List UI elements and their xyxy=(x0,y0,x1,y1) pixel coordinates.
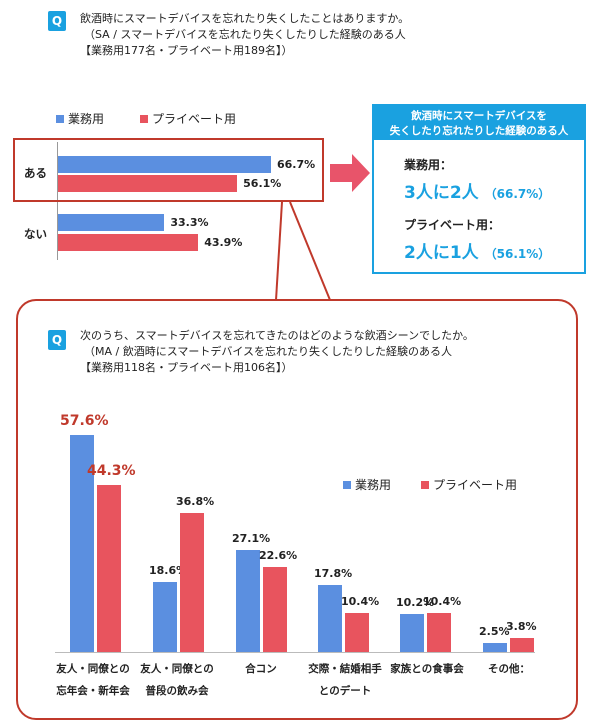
category-line: その他： xyxy=(488,663,530,675)
chart2-category-label: 家族との食事会 xyxy=(386,658,468,680)
chart1-bar xyxy=(58,214,165,231)
chart2-data-label: 44.3% xyxy=(87,463,136,480)
question-2-line-1: 次のうち、スマートデバイスを忘れてきたのはどのような飲酒シーンでしたか。 xyxy=(80,329,474,342)
category-line: 合コン xyxy=(245,663,277,675)
chart1-data-label: 33.3% xyxy=(170,216,209,229)
legend-label-private: プライベート用 xyxy=(152,112,237,126)
chart2-data-label: 57.6% xyxy=(60,413,109,429)
chart1-bar xyxy=(58,175,238,192)
chart2-bar xyxy=(345,612,369,652)
chart1-data-label: 56.1% xyxy=(243,177,282,190)
chart1-data-label: 66.7% xyxy=(277,158,316,171)
chart2-bar xyxy=(483,642,507,652)
chart1-bar xyxy=(58,156,271,173)
category-line: 忘年会・新年会 xyxy=(56,685,130,697)
chart2-data-label: 18.6% xyxy=(149,563,188,577)
chart2-data-label: 10.4% xyxy=(341,594,380,608)
callout-business-label: 業務用： xyxy=(404,158,453,172)
legend-label-private: プライベート用 xyxy=(433,478,518,492)
chart2-bar xyxy=(180,513,204,652)
question-text-2: 次のうち、スマートデバイスを忘れてきたのはどのような飲酒シーンでしたか。 （MA… xyxy=(80,328,474,376)
chart2-category-label: 友人・同僚との 普段の飲み会 xyxy=(136,658,218,702)
chart2-bar xyxy=(263,566,287,652)
chart2-baseline xyxy=(55,652,535,653)
chart2-data-label: 22.6% xyxy=(259,548,298,562)
legend-swatch-business xyxy=(343,480,351,489)
chart2-bar xyxy=(70,435,94,652)
callout-title-line-2: 失くしたり忘れたりした経験のある人 xyxy=(389,125,569,137)
question-1-line-1: 飲酒時にスマートデバイスを忘れたり失くしたことはありますか。 xyxy=(80,12,410,25)
chart2-category-label: その他： xyxy=(468,658,550,680)
category-line: 普段の飲み会 xyxy=(145,685,209,697)
legend-swatch-private xyxy=(140,114,149,123)
callout-private-ratio: 2人に1人 xyxy=(404,243,479,263)
question-1-line-3: 【業務用177名・プライベート用189名】） xyxy=(80,44,293,57)
chart2-bar xyxy=(97,485,121,652)
category-line: とのデート xyxy=(318,685,372,697)
callout-business-pct: （66.7%） xyxy=(484,187,551,201)
chart2-data-label: 17.8% xyxy=(314,566,353,580)
chart2-data-label: 10.2% xyxy=(396,595,435,609)
callout-private-label: プライベート用： xyxy=(404,218,501,232)
chart2-legend: 業務用 プライベート用 xyxy=(343,476,517,493)
question-badge-1: Q xyxy=(48,11,66,31)
category-line: 友人・同僚との xyxy=(140,663,214,675)
question-badge-2: Q xyxy=(48,330,66,350)
chart2-bar xyxy=(510,637,534,652)
chart1-data-label: 43.9% xyxy=(204,236,243,249)
chart2-bar xyxy=(427,612,451,652)
callout-business-ratio: 3人に2人 xyxy=(404,183,479,203)
chart1-category-label: ない xyxy=(24,227,47,241)
chart2-data-label: 36.8% xyxy=(176,495,215,509)
chart2-bar xyxy=(400,613,424,652)
legend-swatch-private xyxy=(421,480,430,489)
chart2-category-label: 交際・結婚相手 とのデート xyxy=(304,658,386,702)
summary-callout: 飲酒時にスマートデバイスを 失くしたり忘れたりした経験のある人 業務用： 3人に… xyxy=(372,104,586,274)
question-2-line-3: 【業務用118名・プライベート用106名】） xyxy=(80,361,293,374)
callout-title-line-1: 飲酒時にスマートデバイスを xyxy=(411,110,547,122)
chart1-frame xyxy=(13,138,324,202)
legend-swatch-business xyxy=(56,114,64,123)
chart1-category-label: ある xyxy=(24,166,47,180)
arrow-right-icon xyxy=(330,154,370,192)
chart1-legend: 業務用 プライベート用 xyxy=(56,110,236,127)
category-line: 友人・同僚との xyxy=(56,663,130,675)
question-text-1: 飲酒時にスマートデバイスを忘れたり失くしたことはありますか。 （SA / スマー… xyxy=(80,11,409,59)
chart2-data-label: 27.1% xyxy=(232,531,271,545)
chart2-bar xyxy=(318,584,342,652)
chart2-category-label: 合コン xyxy=(220,658,302,680)
category-line: 家族との食事会 xyxy=(390,663,464,675)
legend-label-business: 業務用 xyxy=(68,112,105,126)
callout-private-value: 2人に1人 （56.1%） xyxy=(404,238,550,263)
chart2-category-label: 友人・同僚との 忘年会・新年会 xyxy=(52,658,134,702)
category-line: 交際・結婚相手 xyxy=(308,663,382,675)
chart2-data-label: 2.5% xyxy=(479,624,510,638)
question-1-line-2: （SA / スマートデバイスを忘れたり失くしたりした経験のある人 xyxy=(84,28,406,41)
callout-private-pct: （56.1%） xyxy=(484,247,551,261)
chart2-data-label: 3.8% xyxy=(506,619,537,633)
chart2-data-label: 10.4% xyxy=(423,594,462,608)
callout-business-value: 3人に2人 （66.7%） xyxy=(404,178,550,203)
legend-label-business: 業務用 xyxy=(355,478,392,492)
chart1-bar xyxy=(58,234,199,251)
chart2-bar xyxy=(236,549,260,652)
chart2-bar xyxy=(153,581,177,652)
callout-header: 飲酒時にスマートデバイスを 失くしたり忘れたりした経験のある人 xyxy=(374,106,584,140)
question-2-line-2: （MA / 飲酒時にスマートデバイスを忘れたり失くしたりした経験のある人 xyxy=(84,345,453,358)
